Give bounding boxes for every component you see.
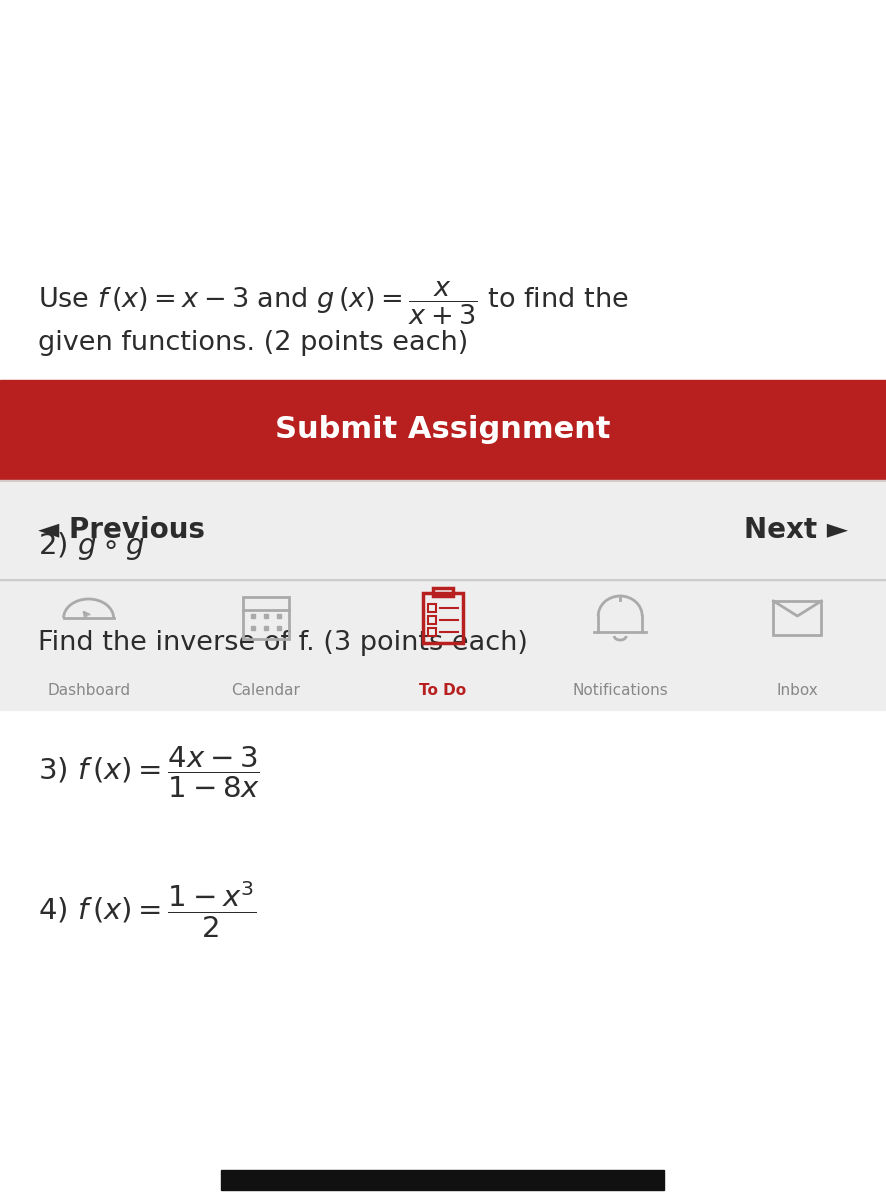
Bar — [773, 601, 821, 635]
Text: To Do: To Do — [419, 683, 467, 698]
Bar — [222, 1170, 664, 1190]
Bar — [428, 616, 436, 624]
Text: Next ►: Next ► — [744, 516, 848, 544]
Bar — [433, 588, 453, 596]
Bar — [428, 604, 436, 612]
Bar — [0, 380, 886, 480]
Text: 4) $\mathit{f}\,(x) = \dfrac{1-x^3}{2}$: 4) $\mathit{f}\,(x) = \dfrac{1-x^3}{2}$ — [38, 880, 256, 940]
Text: Submit Assignment: Submit Assignment — [276, 415, 610, 444]
Bar — [423, 593, 463, 643]
Text: Calendar: Calendar — [231, 683, 300, 698]
Text: 3) $\mathit{f}\,(x) = \dfrac{4x-3}{1-8x}$: 3) $\mathit{f}\,(x) = \dfrac{4x-3}{1-8x}… — [38, 745, 260, 800]
Text: 1) $\mathit{g} \circ \mathit{f}$: 1) $\mathit{g} \circ \mathit{f}$ — [38, 430, 141, 462]
Text: Use $\mathit{f}\,(x) = x - 3$ and $\mathit{g}\,(x) = \dfrac{x}{x+3}$ to find the: Use $\mathit{f}\,(x) = x - 3$ and $\math… — [38, 280, 628, 328]
Text: Find the inverse of f. (3 points each): Find the inverse of f. (3 points each) — [38, 630, 528, 656]
Text: Inbox: Inbox — [776, 683, 819, 698]
Bar — [243, 596, 289, 638]
Text: given functions. (2 points each): given functions. (2 points each) — [38, 330, 468, 356]
Text: 2) $\mathit{g} \circ \mathit{g}$: 2) $\mathit{g} \circ \mathit{g}$ — [38, 530, 144, 562]
Bar — [0, 580, 886, 710]
Text: ◄ Previous: ◄ Previous — [38, 516, 205, 544]
Bar — [428, 628, 436, 636]
Text: Notifications: Notifications — [572, 683, 668, 698]
Bar — [0, 480, 886, 580]
Text: Dashboard: Dashboard — [47, 683, 130, 698]
